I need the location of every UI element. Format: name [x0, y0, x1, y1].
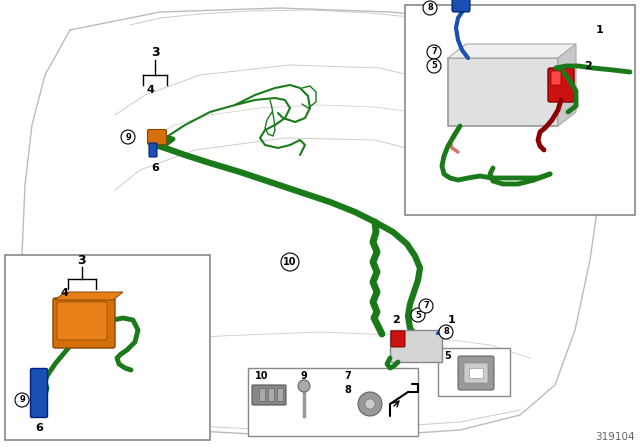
Text: 8: 8: [344, 385, 351, 395]
FancyBboxPatch shape: [278, 388, 284, 401]
Circle shape: [419, 299, 433, 313]
Text: 8: 8: [427, 4, 433, 13]
FancyBboxPatch shape: [464, 363, 488, 383]
FancyBboxPatch shape: [53, 298, 115, 348]
Text: 9: 9: [19, 396, 25, 405]
FancyBboxPatch shape: [149, 143, 157, 157]
FancyBboxPatch shape: [57, 302, 107, 340]
Text: 7: 7: [431, 47, 437, 56]
Circle shape: [298, 380, 310, 392]
Text: 319104: 319104: [595, 432, 635, 442]
Text: 10: 10: [255, 371, 269, 381]
FancyBboxPatch shape: [252, 385, 286, 405]
FancyBboxPatch shape: [458, 356, 494, 390]
FancyBboxPatch shape: [448, 58, 558, 126]
Circle shape: [439, 325, 453, 339]
Circle shape: [427, 59, 441, 73]
FancyBboxPatch shape: [31, 369, 47, 418]
FancyBboxPatch shape: [551, 71, 561, 85]
Text: 10: 10: [284, 257, 297, 267]
Polygon shape: [558, 44, 576, 126]
Polygon shape: [448, 44, 576, 58]
Text: 2: 2: [584, 61, 592, 71]
FancyBboxPatch shape: [438, 348, 510, 396]
FancyBboxPatch shape: [391, 331, 405, 347]
Text: 3: 3: [150, 46, 159, 59]
FancyBboxPatch shape: [469, 368, 483, 378]
FancyBboxPatch shape: [248, 368, 418, 436]
FancyBboxPatch shape: [147, 129, 166, 145]
Text: 1: 1: [448, 315, 456, 325]
Circle shape: [411, 308, 425, 322]
Text: 5: 5: [445, 351, 451, 361]
FancyBboxPatch shape: [390, 330, 442, 362]
Circle shape: [423, 1, 437, 15]
Text: 1: 1: [596, 25, 604, 35]
Text: 3: 3: [77, 254, 86, 267]
FancyBboxPatch shape: [548, 68, 574, 102]
Polygon shape: [55, 292, 123, 300]
Text: 4: 4: [60, 288, 68, 298]
FancyBboxPatch shape: [452, 0, 470, 12]
Circle shape: [365, 399, 375, 409]
Text: 9: 9: [125, 133, 131, 142]
Text: 6: 6: [35, 423, 43, 433]
FancyBboxPatch shape: [259, 388, 266, 401]
Text: 7: 7: [423, 302, 429, 310]
Text: 5: 5: [415, 310, 421, 319]
Circle shape: [121, 130, 135, 144]
Text: 8: 8: [443, 327, 449, 336]
Circle shape: [281, 253, 299, 271]
FancyBboxPatch shape: [5, 255, 210, 440]
FancyBboxPatch shape: [405, 5, 635, 215]
Text: 9: 9: [301, 371, 307, 381]
Circle shape: [358, 392, 382, 416]
Text: 2: 2: [392, 315, 400, 325]
Text: 4: 4: [146, 85, 154, 95]
Circle shape: [427, 45, 441, 59]
Text: 5: 5: [431, 61, 437, 70]
Text: 6: 6: [151, 163, 159, 173]
FancyBboxPatch shape: [269, 388, 275, 401]
Circle shape: [15, 393, 29, 407]
Text: 7: 7: [344, 371, 351, 381]
